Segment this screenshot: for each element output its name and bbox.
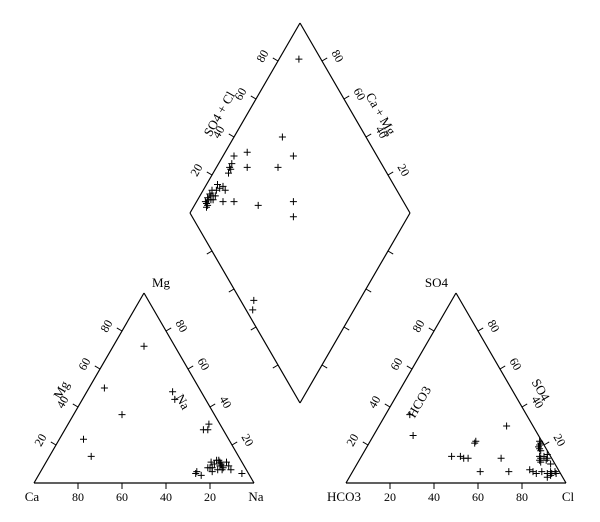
data-point [544,451,551,458]
data-point [238,470,245,477]
data-point [119,411,126,418]
data-point [193,468,200,475]
tick-label: 40 [365,393,383,410]
data-point [538,468,545,475]
vertex-label-mg: Mg [152,275,171,290]
data-point [192,470,199,477]
tick-label: 20 [187,161,205,178]
data-point [203,204,210,211]
tick-label: 80 [485,317,503,334]
data-point [544,474,551,481]
data-point [275,164,282,171]
tick-label: 80 [329,47,347,64]
vertex-label-hco3: HCO3 [327,489,361,504]
data-point [526,466,533,473]
data-point [88,453,95,460]
tick-label: 80 [409,317,427,334]
data-point [249,306,256,313]
data-point [244,149,251,156]
data-point [477,468,484,475]
data-point [279,134,286,141]
data-point [410,432,417,439]
data-point [244,164,251,171]
tick-label: 80 [253,47,271,64]
data-point [255,202,262,209]
data-point [503,423,510,430]
tick-label: 80 [72,490,84,504]
data-point [169,388,176,395]
data-point [471,440,478,447]
data-point [204,426,211,433]
data-point [198,472,205,479]
tick-label: 20 [239,431,257,448]
tick-label: 20 [31,431,49,448]
data-point [220,198,227,205]
data-point [231,198,238,205]
data-point [80,436,87,443]
tick-label: 40 [160,490,172,504]
data-point [547,472,554,479]
tick-label: 20 [343,431,361,448]
tick-label: 60 [387,355,405,372]
data-point [536,438,543,445]
data-point [141,343,148,350]
data-point [290,153,297,160]
data-point [295,56,302,63]
data-point [448,453,455,460]
tick-label: 20 [395,161,413,178]
data-point [537,459,544,466]
data-point [530,468,537,475]
axis-label-na: Na [173,391,194,412]
data-point [101,385,108,392]
tick-label: 60 [472,490,484,504]
axis-label-mg: Mg [50,378,72,402]
data-point [205,421,212,428]
data-point [465,455,472,462]
vertex-label-ca: Ca [25,489,40,504]
tick-label: 80 [97,317,115,334]
data-point [505,468,512,475]
data-point [250,297,257,304]
data-point [231,153,238,160]
tick-label: 60 [507,355,525,372]
data-point [290,198,297,205]
vertex-label-cl: Cl [562,489,575,504]
piper-diagram: 2040608020406080204060802040608020406080… [0,0,600,522]
data-point [498,455,505,462]
data-point [533,470,540,477]
data-point [457,453,464,460]
vertex-label-so4: SO4 [425,275,449,290]
vertex-label-na: Na [248,489,263,504]
tick-label: 20 [551,431,569,448]
data-point [208,459,215,466]
tick-label: 60 [195,355,213,372]
tick-label: 20 [384,490,396,504]
data-point [536,445,543,452]
data-point [472,438,479,445]
tick-label: 80 [516,490,528,504]
tick-label: 60 [75,355,93,372]
tick-label: 40 [428,490,440,504]
data-point [290,213,297,220]
tick-label: 80 [173,317,191,334]
tick-label: 20 [204,490,216,504]
tick-label: 40 [217,393,235,410]
tick-label: 60 [116,490,128,504]
